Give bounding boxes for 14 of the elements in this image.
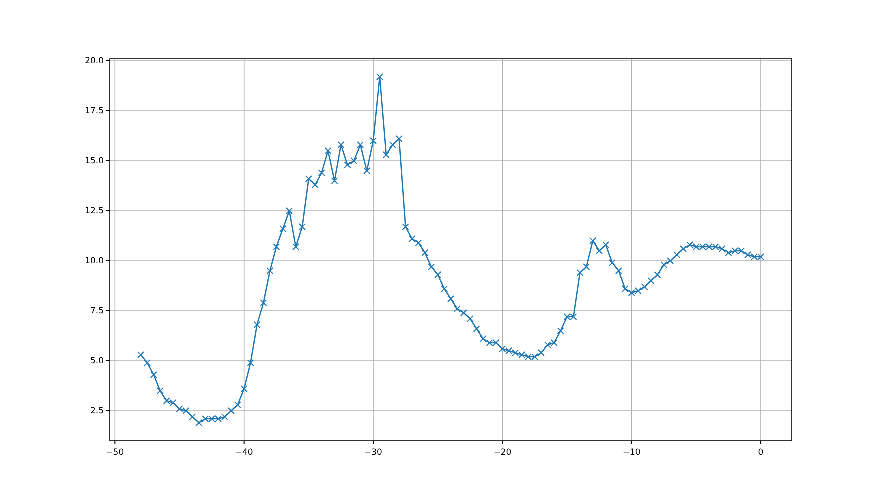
x-tick-label: −40 — [235, 448, 254, 458]
y-tick-label: 2.5 — [90, 406, 104, 417]
y-tick-label: 17.5 — [85, 106, 104, 117]
x-tick-label: −30 — [364, 448, 382, 458]
x-tick-label: −20 — [494, 448, 512, 458]
y-tick-label: 15.0 — [85, 156, 104, 167]
y-tick-label: 10.0 — [85, 256, 104, 267]
x-tick-label: 0 — [758, 448, 764, 458]
y-tick-label: 20.0 — [85, 56, 104, 67]
y-tick-label: 7.5 — [90, 306, 104, 317]
x-tick-label: −50 — [106, 448, 124, 458]
y-tick-label: 12.5 — [85, 206, 104, 217]
x-tick-label: −10 — [622, 448, 641, 458]
y-tick-label: 5.0 — [90, 356, 104, 367]
